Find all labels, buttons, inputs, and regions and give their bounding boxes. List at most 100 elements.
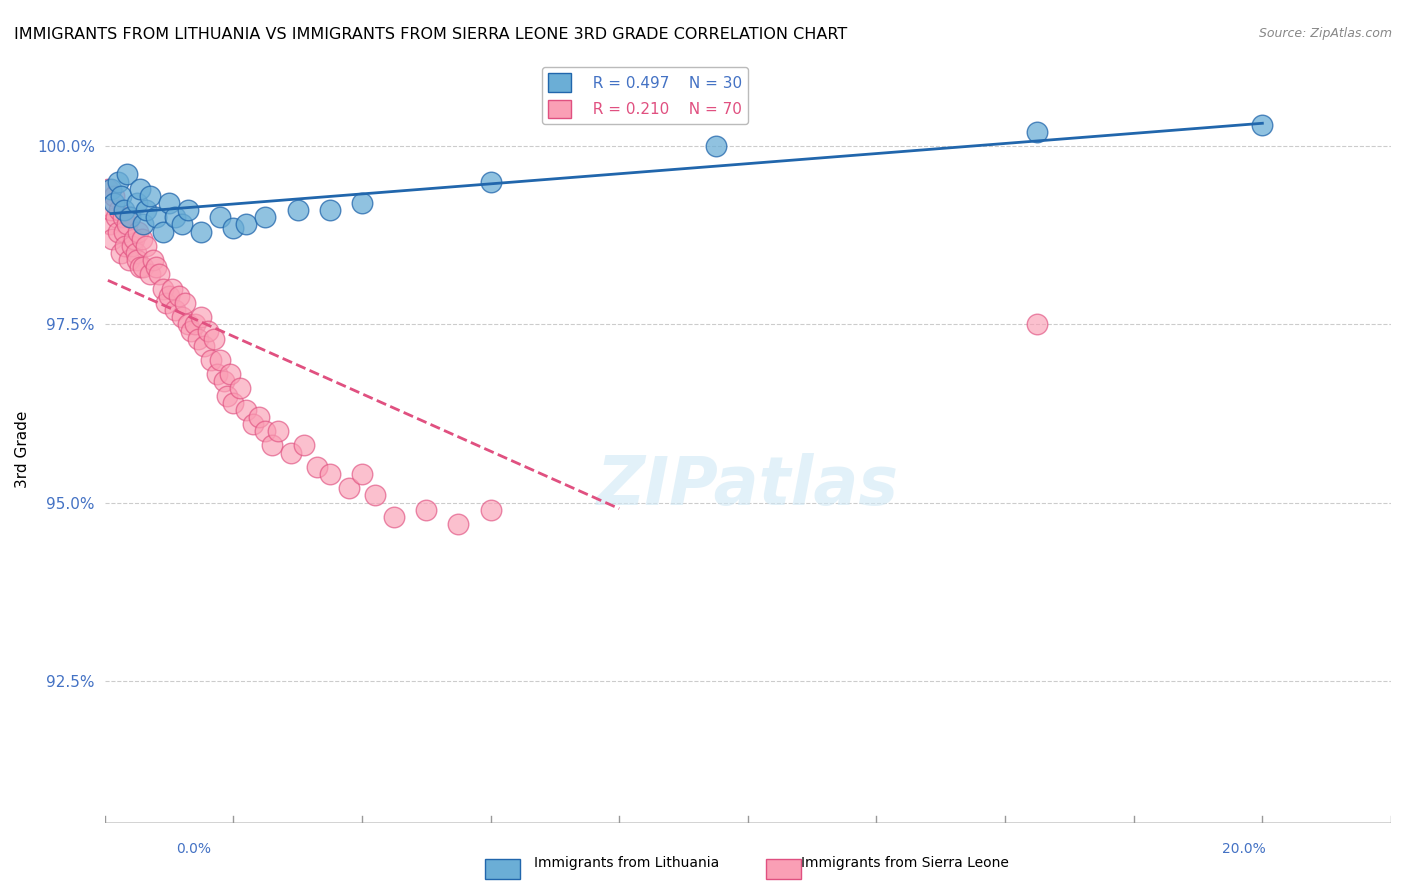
Point <box>235 402 257 417</box>
Point <box>165 303 187 318</box>
Point <box>1026 317 1049 331</box>
Point <box>120 211 142 225</box>
Point <box>112 225 135 239</box>
Point <box>118 253 141 268</box>
Point <box>152 282 174 296</box>
Text: Source: ZipAtlas.com: Source: ZipAtlas.com <box>1258 27 1392 40</box>
Point <box>142 253 165 268</box>
Point <box>111 211 134 225</box>
Point <box>187 331 209 345</box>
Point <box>157 196 180 211</box>
Point <box>145 260 167 275</box>
Point <box>114 239 136 253</box>
Legend:   R = 0.497    N = 30,   R = 0.210    N = 70: R = 0.497 N = 30, R = 0.210 N = 70 <box>541 67 748 124</box>
Point <box>135 239 157 253</box>
Point <box>350 467 373 481</box>
Point <box>337 481 360 495</box>
Point <box>197 324 219 338</box>
Point <box>107 225 129 239</box>
Point <box>108 203 131 218</box>
Point <box>193 338 215 352</box>
Point <box>382 509 405 524</box>
Point <box>138 189 160 203</box>
Point <box>479 175 502 189</box>
Point <box>280 445 302 459</box>
Point <box>209 352 232 367</box>
Text: Immigrants from Lithuania: Immigrants from Lithuania <box>534 855 720 870</box>
Point <box>170 310 193 325</box>
Point <box>254 211 277 225</box>
Point <box>170 218 193 232</box>
Point <box>222 395 245 409</box>
Point <box>155 296 177 310</box>
Point <box>292 438 315 452</box>
Point <box>200 352 222 367</box>
Point <box>148 268 170 282</box>
Point <box>319 203 342 218</box>
Point <box>115 218 138 232</box>
Point <box>190 310 212 325</box>
Point <box>152 225 174 239</box>
Point <box>120 211 142 225</box>
Point <box>209 211 232 225</box>
Point <box>100 182 122 196</box>
Point <box>110 189 132 203</box>
Point <box>157 289 180 303</box>
Point <box>107 175 129 189</box>
Point <box>97 182 120 196</box>
Point <box>103 189 125 203</box>
Y-axis label: 3rd Grade: 3rd Grade <box>15 410 30 488</box>
Point <box>704 139 727 153</box>
Point <box>125 196 148 211</box>
Point <box>124 246 146 260</box>
Point <box>229 381 252 395</box>
Point <box>415 502 437 516</box>
Point <box>305 459 328 474</box>
Point <box>167 289 190 303</box>
Point <box>103 196 125 211</box>
Point <box>100 203 122 218</box>
Point <box>112 203 135 218</box>
Point <box>183 317 205 331</box>
Point <box>174 296 197 310</box>
Text: IMMIGRANTS FROM LITHUANIA VS IMMIGRANTS FROM SIERRA LEONE 3RD GRADE CORRELATION : IMMIGRANTS FROM LITHUANIA VS IMMIGRANTS … <box>14 27 848 42</box>
Point <box>267 424 290 438</box>
Point <box>219 367 242 381</box>
Point <box>165 211 187 225</box>
Point <box>180 324 202 338</box>
Point <box>115 168 138 182</box>
Point <box>138 268 160 282</box>
Point <box>177 203 200 218</box>
Point <box>1251 118 1274 132</box>
Point <box>215 388 238 402</box>
Point <box>260 438 283 452</box>
Text: ZIPatlas: ZIPatlas <box>596 453 898 519</box>
Text: 0.0%: 0.0% <box>176 842 211 856</box>
Point <box>131 232 153 246</box>
Point <box>235 218 257 232</box>
Point <box>121 239 143 253</box>
Point <box>177 317 200 331</box>
Point <box>350 196 373 211</box>
Point <box>1026 125 1049 139</box>
Point <box>101 232 124 246</box>
Point <box>132 218 155 232</box>
Point <box>222 221 245 235</box>
Point <box>319 467 342 481</box>
Point <box>202 331 225 345</box>
Point <box>364 488 387 502</box>
Text: 20.0%: 20.0% <box>1222 842 1265 856</box>
Point <box>242 417 264 431</box>
Point <box>129 260 152 275</box>
Point <box>135 203 157 218</box>
Point <box>105 211 128 225</box>
Point <box>190 225 212 239</box>
Point <box>205 367 228 381</box>
Point <box>132 260 155 275</box>
Point <box>479 502 502 516</box>
Point <box>125 253 148 268</box>
Point <box>110 246 132 260</box>
Point <box>122 232 145 246</box>
Point <box>447 516 470 531</box>
Point <box>247 409 270 424</box>
